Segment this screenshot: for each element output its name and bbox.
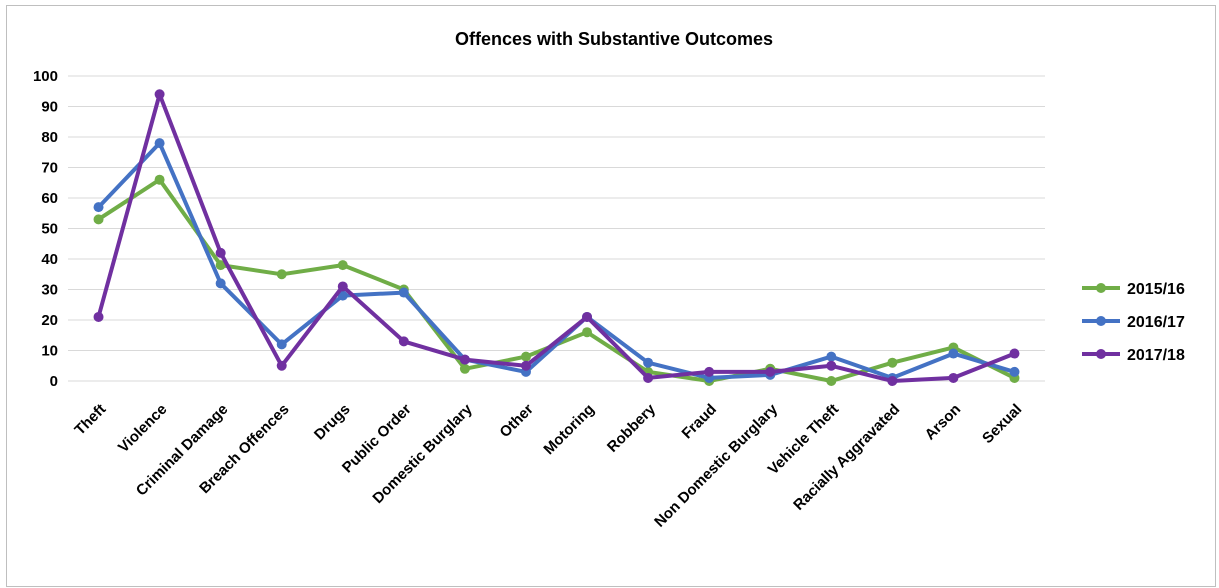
legend-marker <box>1096 349 1106 359</box>
x-tick-label: Non Domestic Burglary <box>651 400 781 530</box>
data-point <box>460 364 470 374</box>
y-tick-label: 90 <box>41 99 58 116</box>
x-tick-label: Sexual <box>979 401 1025 447</box>
data-point <box>582 327 592 337</box>
legend-label: 2017/18 <box>1127 347 1185 364</box>
series-group <box>94 89 1020 386</box>
y-tick-label: 20 <box>41 312 58 329</box>
y-tick-label: 10 <box>41 343 58 360</box>
x-tick-label: Theft <box>71 401 109 439</box>
data-point <box>948 373 958 383</box>
chart-title: Offences with Substantive Outcomes <box>455 29 773 49</box>
series-2017/18 <box>94 89 1020 386</box>
data-point <box>155 175 165 185</box>
data-point <box>216 278 226 288</box>
y-tick-label: 60 <box>41 190 58 207</box>
x-tick-label: Arson <box>922 401 965 444</box>
y-axis-ticks: 0 10 20 30 40 50 60 70 80 90 100 <box>33 68 58 390</box>
y-tick-label: 70 <box>41 160 58 177</box>
data-point <box>1009 367 1019 377</box>
data-point <box>338 281 348 291</box>
legend-marker <box>1096 316 1106 326</box>
data-point <box>94 312 104 322</box>
data-point <box>338 260 348 270</box>
data-point <box>94 214 104 224</box>
y-tick-label: 0 <box>50 373 58 390</box>
legend-item[interactable]: 2016/17 <box>1082 314 1185 331</box>
data-point <box>887 358 897 368</box>
data-point <box>826 361 836 371</box>
x-tick-label: Other <box>496 401 536 441</box>
x-tick-label: Fraud <box>678 401 719 442</box>
data-point <box>277 361 287 371</box>
data-point <box>399 288 409 298</box>
legend-label: 2015/16 <box>1127 281 1185 298</box>
data-point <box>704 367 714 377</box>
data-point <box>94 202 104 212</box>
data-point <box>643 373 653 383</box>
series-2016/17 <box>94 138 1020 383</box>
y-tick-label: 30 <box>41 282 58 299</box>
data-point <box>521 361 531 371</box>
data-point <box>826 352 836 362</box>
data-point <box>1009 349 1019 359</box>
data-point <box>155 89 165 99</box>
series-2015/16 <box>94 175 1020 386</box>
data-point <box>582 312 592 322</box>
legend[interactable]: 2015/16 2016/17 2017/18 <box>1082 281 1185 364</box>
y-tick-label: 80 <box>41 129 58 146</box>
x-tick-label: Drugs <box>311 401 354 444</box>
gridlines <box>68 76 1045 381</box>
legend-marker <box>1096 283 1106 293</box>
legend-item[interactable]: 2017/18 <box>1082 347 1185 364</box>
x-tick-label: Robbery <box>604 400 660 456</box>
data-point <box>948 349 958 359</box>
legend-item[interactable]: 2015/16 <box>1082 281 1185 298</box>
x-tick-label: Domestic Burglary <box>369 400 476 507</box>
data-point <box>277 269 287 279</box>
data-point <box>826 376 836 386</box>
data-point <box>216 248 226 258</box>
x-tick-label: Violence <box>115 401 170 456</box>
data-point <box>521 352 531 362</box>
data-point <box>887 376 897 386</box>
data-point <box>277 339 287 349</box>
data-point <box>155 138 165 148</box>
data-point <box>460 355 470 365</box>
x-tick-label: Motoring <box>540 401 597 458</box>
data-point <box>643 358 653 368</box>
data-point <box>765 367 775 377</box>
x-tick-label: Racially Aggravated <box>790 401 903 514</box>
y-tick-label: 100 <box>33 68 58 85</box>
data-point <box>399 336 409 346</box>
y-tick-label: 50 <box>41 221 58 238</box>
y-tick-label: 40 <box>41 251 58 268</box>
legend-label: 2016/17 <box>1127 314 1185 331</box>
